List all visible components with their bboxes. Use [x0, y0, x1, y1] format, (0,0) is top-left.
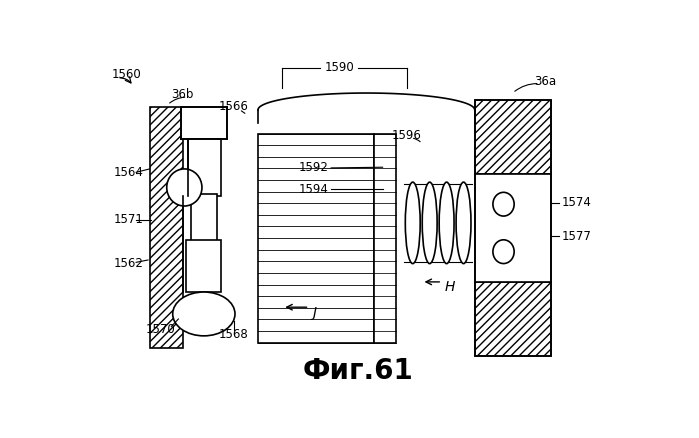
Text: Фиг.61: Фиг.61 — [303, 357, 414, 385]
Ellipse shape — [405, 182, 420, 264]
Bar — [475, 282, 551, 356]
Text: 36a: 36a — [534, 75, 556, 88]
Text: H: H — [445, 280, 455, 294]
Text: 36b: 36b — [171, 88, 194, 101]
Bar — [475, 100, 551, 174]
Bar — [475, 174, 551, 282]
Bar — [187, 138, 221, 196]
Text: 1594: 1594 — [298, 183, 329, 196]
Text: 1564: 1564 — [113, 166, 143, 179]
Bar — [192, 194, 217, 241]
Text: 1568: 1568 — [219, 328, 249, 341]
Text: 1592: 1592 — [298, 161, 329, 174]
Bar — [150, 106, 183, 348]
Text: J: J — [312, 306, 317, 320]
Ellipse shape — [439, 182, 454, 264]
Text: 1566: 1566 — [219, 100, 249, 113]
Bar — [180, 106, 226, 138]
Ellipse shape — [167, 169, 202, 206]
Text: 1570: 1570 — [145, 323, 175, 336]
Text: 1590: 1590 — [324, 61, 354, 74]
Bar — [375, 134, 396, 343]
Text: 1560: 1560 — [112, 68, 141, 81]
Bar — [186, 240, 221, 292]
Ellipse shape — [422, 182, 437, 264]
Ellipse shape — [493, 192, 514, 216]
Bar — [475, 100, 551, 356]
Text: 1562: 1562 — [113, 257, 143, 270]
Bar — [258, 134, 375, 343]
Text: 1571: 1571 — [113, 213, 143, 226]
Text: 1596: 1596 — [392, 129, 422, 141]
Text: 1577: 1577 — [561, 230, 591, 243]
Ellipse shape — [456, 182, 471, 264]
Ellipse shape — [173, 292, 235, 336]
Ellipse shape — [493, 240, 514, 264]
Text: 1574: 1574 — [561, 196, 591, 209]
